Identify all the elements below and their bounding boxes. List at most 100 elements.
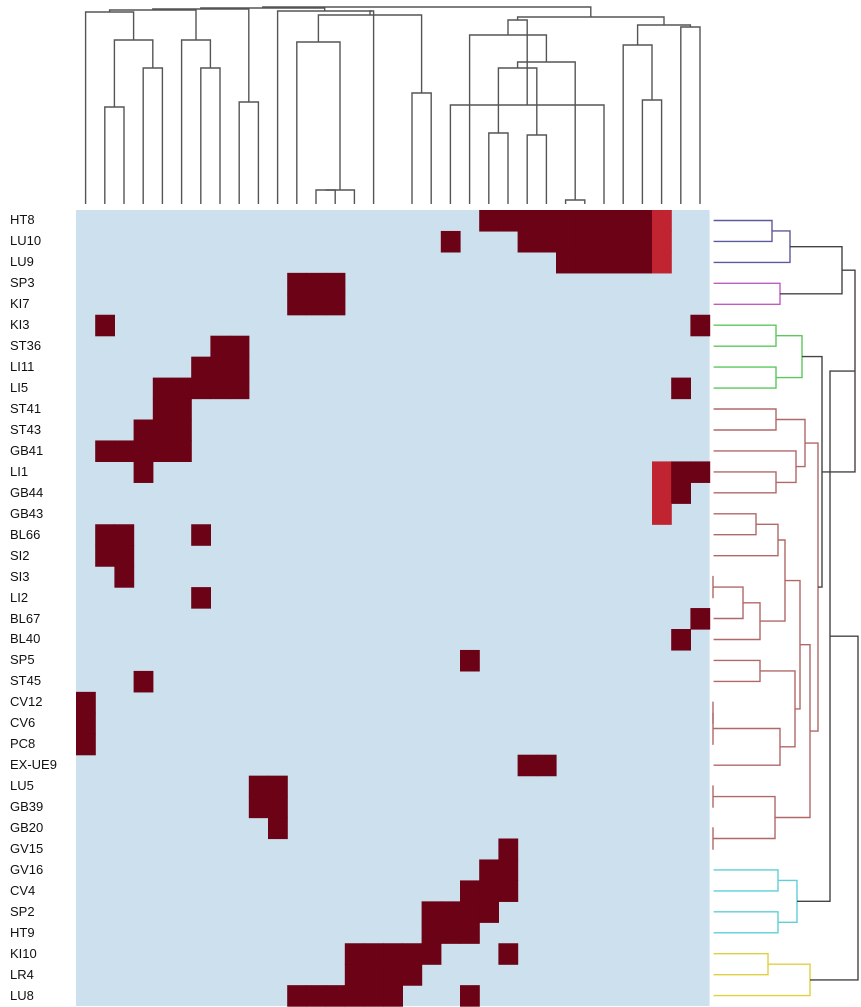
- row-label: HT9: [10, 924, 35, 940]
- heatmap-cell: [690, 608, 711, 630]
- heatmap-cell: [152, 398, 173, 421]
- row-label: LI1: [10, 463, 29, 479]
- heatmap-cell: [690, 461, 711, 483]
- heatmap-cell: [152, 440, 173, 462]
- row-dendrogram-branch: [760, 539, 786, 622]
- row-dendrogram-branch: [713, 602, 761, 641]
- column-dendrogram-branch: [315, 189, 336, 204]
- heatmap-cell: [248, 796, 269, 819]
- column-dendrogram-branch: [276, 10, 372, 204]
- row-dendrogram-branch: [713, 869, 779, 892]
- row-dendrogram-branch: [712, 712, 714, 745]
- heatmap-cell: [210, 377, 231, 400]
- row-label: SI2: [10, 547, 30, 563]
- column-dendrogram-branch: [296, 41, 341, 204]
- heatmap-cell: [191, 524, 211, 546]
- row-label: LI11: [10, 359, 35, 375]
- row-dendrogram-branch: [713, 911, 779, 934]
- row-label: LU10: [10, 233, 42, 249]
- heatmap-cell: [652, 482, 672, 504]
- heatmap-cell: [210, 356, 231, 379]
- heatmap-cell: [556, 251, 576, 274]
- row-label: ST45: [10, 673, 42, 689]
- heatmap-cell: [517, 754, 538, 777]
- row-label: EX-UE9: [10, 757, 57, 773]
- column-dendrogram-branch: [564, 199, 586, 204]
- row-dendrogram-branch: [713, 953, 769, 976]
- row-label: SP3: [10, 275, 35, 291]
- heatmap-cell: [652, 251, 672, 274]
- heatmap-cell: [460, 985, 480, 1007]
- heatmap-cell: [287, 272, 307, 295]
- row-label: HT8: [10, 212, 35, 228]
- row-label: ST41: [10, 401, 42, 417]
- column-dendrogram-branch: [488, 132, 509, 204]
- heatmap-cell: [95, 545, 115, 567]
- heatmap-cell: [95, 440, 115, 462]
- column-dendrogram-branch: [104, 106, 125, 204]
- heatmap-cell: [344, 985, 365, 1007]
- heatmap-cell: [114, 440, 135, 462]
- column-dendrogram-branch: [411, 92, 432, 204]
- row-dendrogram-branch: [776, 335, 803, 379]
- heatmap-cell: [460, 922, 480, 944]
- column-dendrogram-branch: [641, 99, 663, 204]
- heatmap-cell: [498, 859, 519, 881]
- row-dendrogram-branch: [713, 450, 797, 484]
- column-dendrogram-branch: [636, 24, 692, 45]
- row-label: SI3: [10, 568, 30, 584]
- heatmap-cell: [498, 838, 519, 861]
- row-label: ST43: [10, 421, 42, 437]
- row-label: KI3: [10, 317, 30, 333]
- row-dendrogram-branch: [778, 879, 798, 923]
- column-dendrogram-branch: [262, 6, 592, 17]
- row-label: LU5: [10, 778, 34, 794]
- heatmap-cell: [383, 985, 403, 1007]
- heatmap-cell: [652, 503, 672, 525]
- heatmap-cell: [498, 943, 519, 965]
- row-dendrogram-branch: [713, 586, 744, 620]
- row-label: LU8: [10, 987, 34, 1003]
- heatmap-cell: [325, 985, 346, 1007]
- heatmap-cell: [632, 251, 653, 274]
- column-dendrogram-branch: [369, 10, 375, 204]
- row-label: CV6: [10, 715, 36, 731]
- row-label: GB43: [10, 505, 44, 521]
- row-dendrogram-branch: [713, 366, 777, 389]
- heatmap-cell: [652, 230, 672, 253]
- heatmap-cell: [613, 251, 634, 274]
- row-label: GB20: [10, 820, 44, 836]
- row-label: LR4: [10, 966, 34, 982]
- row-label: KI10: [10, 945, 37, 961]
- right-dendrogram: [712, 219, 859, 997]
- heatmap-cell: [133, 419, 154, 442]
- heatmap-cell: [594, 210, 615, 232]
- heatmap-cell: [364, 964, 384, 986]
- row-dendrogram-branch: [810, 635, 859, 981]
- row-label: LI5: [10, 380, 29, 396]
- heatmap-cell: [536, 210, 557, 232]
- row-dendrogram-branch: [785, 579, 801, 710]
- heatmap-cell: [325, 293, 346, 316]
- heatmap-cell: [556, 230, 576, 253]
- column-dendrogram-branch: [238, 101, 260, 204]
- row-label: SP5: [10, 652, 35, 668]
- column-dendrogram-branch: [142, 67, 164, 204]
- heatmap-cell: [287, 985, 307, 1007]
- heatmap-cell: [671, 461, 691, 483]
- heatmap-cell: [133, 461, 154, 483]
- heatmap-cell: [152, 377, 173, 400]
- heatmap-cell: [248, 775, 269, 798]
- heatmap-cell: [421, 901, 442, 923]
- heatmap-cell: [460, 901, 480, 923]
- heatmap-cell: [575, 251, 595, 274]
- heatmap-cell: [191, 587, 211, 609]
- column-dendrogram-branch: [516, 16, 665, 25]
- heatmap-cell: [575, 210, 595, 232]
- column-dendrogram-branch: [108, 9, 197, 40]
- heatmap-cell: [440, 230, 461, 253]
- row-dendrogram-branch: [713, 230, 791, 264]
- column-dendrogram-branch: [84, 11, 135, 204]
- row-dendrogram-branch: [805, 442, 819, 732]
